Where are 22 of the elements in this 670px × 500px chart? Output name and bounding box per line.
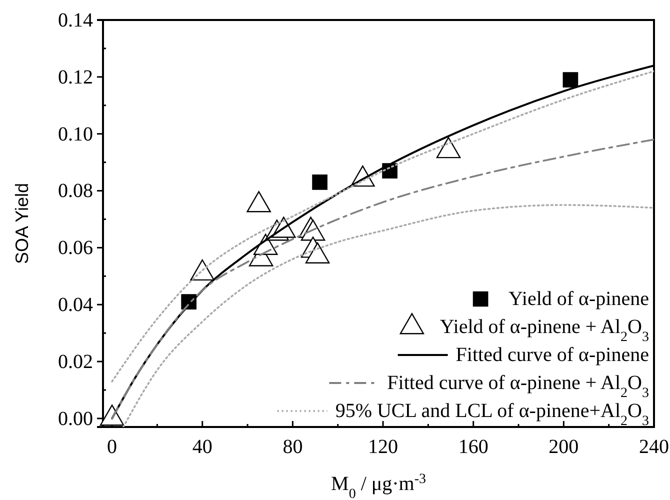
x-tick-label: 200 [548, 436, 579, 458]
y-tick-label: 0.04 [58, 294, 93, 316]
legend-label: Fitted curve of α-pinene [456, 344, 650, 366]
y-tick-label: 0.12 [58, 66, 93, 88]
y-axis-title: SOA Yield [12, 182, 32, 264]
y-tick-label: 0.08 [58, 180, 93, 202]
x-tick-label: 120 [368, 436, 398, 458]
x-tick-label: 80 [282, 436, 303, 458]
y-tick-label: 0.10 [58, 123, 93, 146]
legend-label: Yield of α-pinene + Al$_{2}$O$_{3}$ [440, 316, 649, 344]
y-tick-label: 0.02 [58, 350, 93, 373]
x-axis-title: M$_{0}$ / μg·m$^{-3}$ [331, 472, 426, 500]
x-tick-label: 40 [192, 436, 212, 458]
x-tick-label: 240 [639, 436, 669, 458]
y-tick-label: 0.06 [58, 237, 93, 260]
legend-label: 95% UCL and LCL of α-pinene+Al$_{2}$O$_{3}$ [335, 400, 649, 428]
y-tick-label: 0.00 [58, 408, 93, 430]
y-tick-label: 0.14 [58, 9, 93, 32]
legend-label: Fitted curve of α-pinene + Al$_{2}$O$_{3}$ [387, 372, 649, 400]
x-tick-label: 0 [107, 436, 118, 458]
x-tick-label: 160 [458, 436, 488, 458]
legend-label: Yield of α-pinene [508, 288, 650, 310]
